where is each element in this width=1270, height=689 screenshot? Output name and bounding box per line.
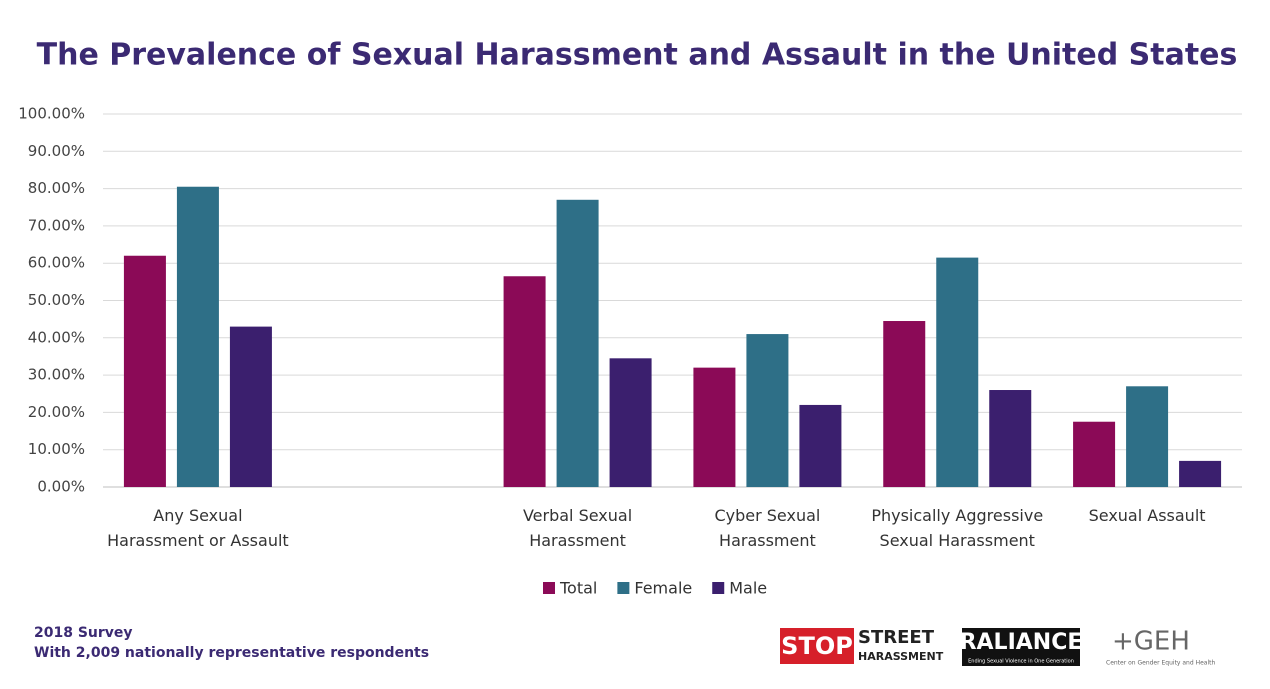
legend-swatch — [712, 582, 725, 594]
bar — [1179, 460, 1222, 487]
bar — [609, 358, 652, 487]
logo-text: STREET — [858, 627, 935, 648]
y-tick-label: 80.00% — [28, 179, 85, 197]
bar — [693, 367, 736, 487]
logo-text: STOP — [781, 632, 853, 660]
bar — [1126, 386, 1169, 487]
y-tick-label: 90.00% — [28, 142, 85, 160]
bar — [503, 276, 546, 487]
logo-bg — [780, 628, 854, 664]
y-tick-label: 30.00% — [28, 366, 85, 384]
y-tick-label: 40.00% — [28, 328, 85, 346]
y-tick-label: 0.00% — [37, 478, 85, 496]
footnote: With 2,009 nationally representative res… — [34, 645, 429, 661]
x-tick-label: Any Sexual Harassment or Assault — [107, 506, 289, 550]
legend-swatch — [543, 582, 555, 594]
x-tick-label: Verbal Sexual Harassment — [522, 506, 633, 550]
bar — [746, 334, 789, 487]
logo-bg — [962, 628, 1080, 666]
bar — [229, 326, 272, 487]
y-tick-label: 10.00% — [28, 440, 85, 458]
bar — [176, 186, 219, 488]
y-tick-label: 50.00% — [28, 291, 85, 309]
y-tick-label: 20.00% — [28, 403, 85, 421]
bar — [989, 390, 1032, 487]
legend-swatch — [617, 582, 630, 594]
x-tick-label: Cyber Sexual Harassment — [714, 506, 821, 550]
logo-text: Center on Gender Equity and Health — [1106, 660, 1215, 667]
x-tick-label: Sexual Assault — [1088, 506, 1206, 525]
bar — [883, 321, 926, 487]
bar — [799, 404, 842, 487]
chart-title: The Prevalence of Sexual Harassment and … — [37, 38, 1238, 73]
logo-text: RALIANCE — [960, 630, 1083, 655]
bar — [1073, 421, 1116, 487]
logo-text: Ending Sexual Violence in One Generation — [968, 659, 1074, 665]
y-tick-label: 70.00% — [28, 216, 85, 234]
legend-label: Female — [634, 579, 692, 598]
bar — [936, 257, 979, 487]
legend-label: Male — [729, 579, 767, 598]
logo-text: HARASSMENT — [858, 650, 944, 663]
y-tick-label: 60.00% — [28, 254, 85, 272]
y-tick-label: 100.00% — [18, 105, 85, 123]
bar — [556, 199, 599, 488]
x-tick-label: Physically Aggressive Sexual Harassment — [871, 506, 1044, 550]
footnote: 2018 Survey — [34, 625, 133, 641]
bar — [123, 255, 166, 487]
logo-text: +GEH — [1112, 627, 1190, 657]
legend-label: Total — [559, 579, 597, 598]
